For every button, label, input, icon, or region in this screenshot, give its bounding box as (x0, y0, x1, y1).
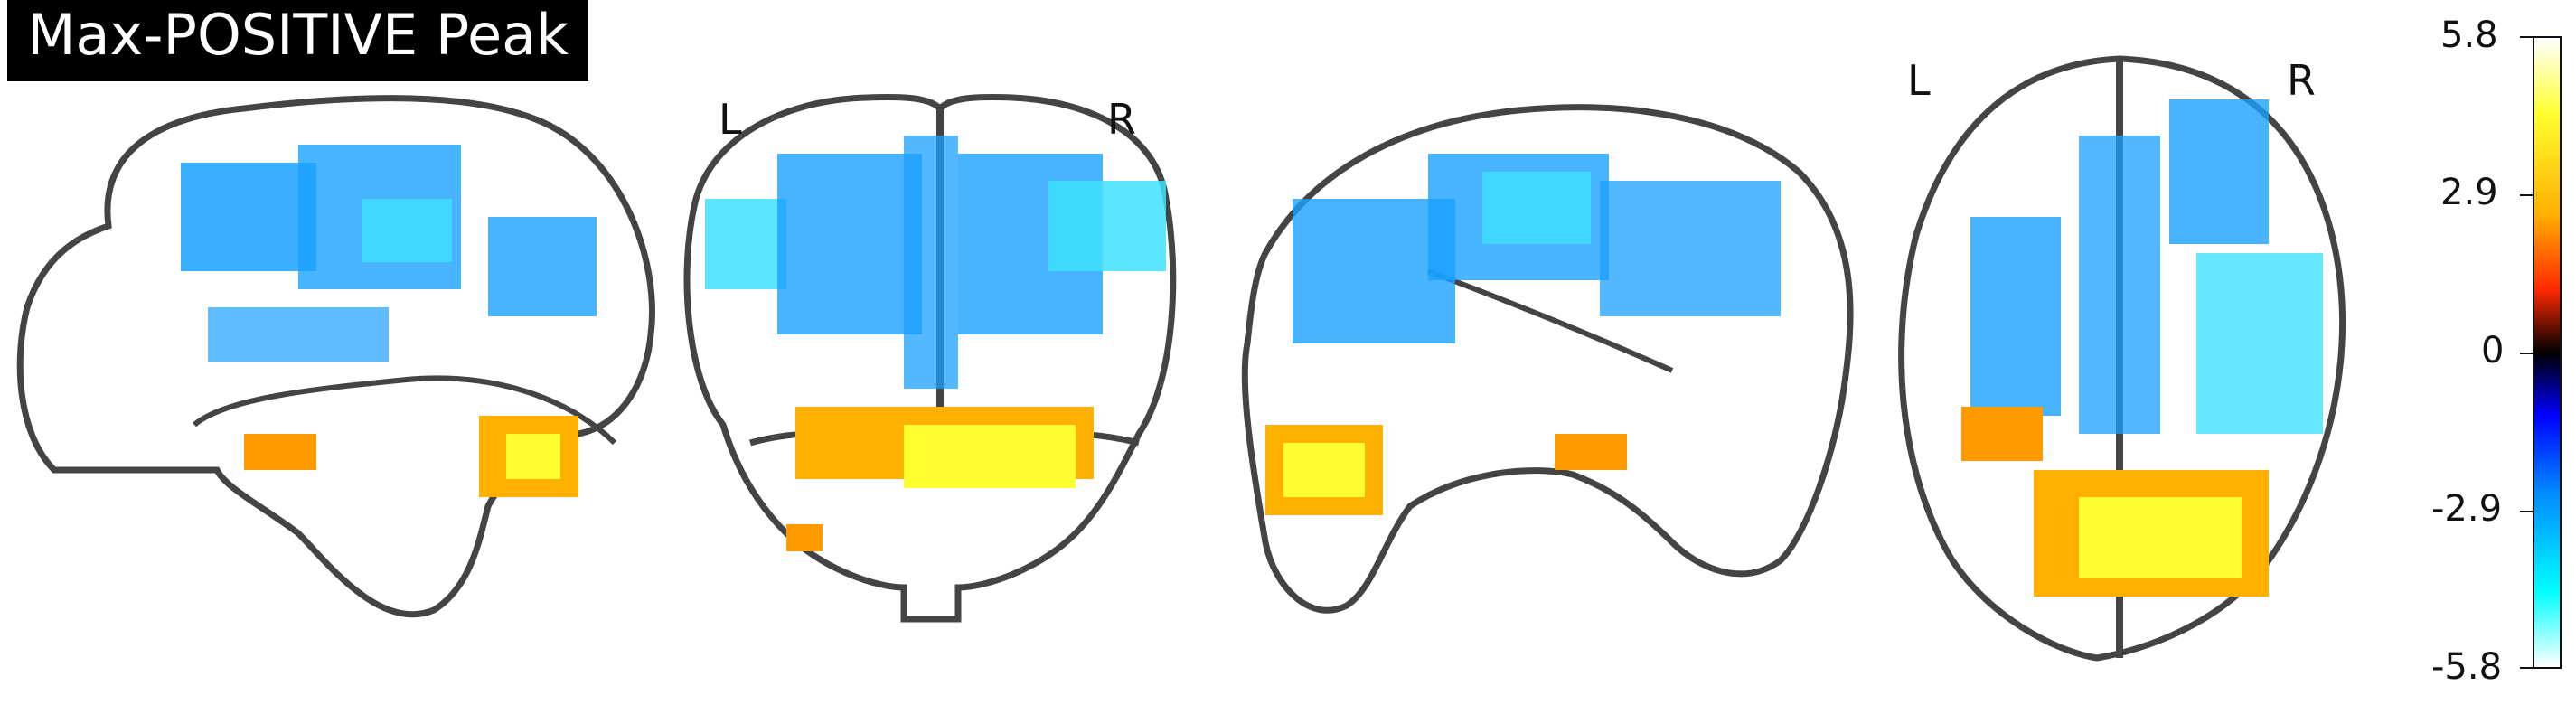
axial-right-label: R (2287, 56, 2316, 105)
sagittal-left-blobs (181, 145, 597, 497)
colorbar (2533, 36, 2562, 669)
coronal-right-label: R (1107, 95, 1136, 144)
sagittal-right-view (1241, 104, 1854, 614)
colorbar-tick-label: 2.9 (2440, 172, 2498, 213)
coronal-blobs (705, 136, 1166, 551)
colorbar-tickmark (2520, 511, 2533, 512)
colorbar-tick-label: -5.8 (2431, 646, 2503, 688)
colorbar-tick-label: 5.8 (2440, 14, 2498, 56)
glass-brain-views (16, 55, 2346, 662)
colorbar-tickmark (2520, 194, 2533, 196)
coronal-left-label: L (719, 95, 742, 144)
colorbar-tickmark (2520, 352, 2533, 354)
colorbar-tick-label: 0 (2481, 330, 2505, 371)
sagittal-left-view (16, 95, 655, 618)
colorbar-tick-label: -2.9 (2431, 488, 2503, 530)
axial-left-label: L (1907, 56, 1931, 105)
sagittal-right-blobs (1265, 154, 1781, 515)
colorbar-tickmark (2520, 667, 2533, 669)
colorbar-tickmark (2520, 36, 2533, 38)
plot-title: Max-POSITIVE Peak (7, 0, 589, 81)
axial-blobs (1961, 99, 2323, 597)
